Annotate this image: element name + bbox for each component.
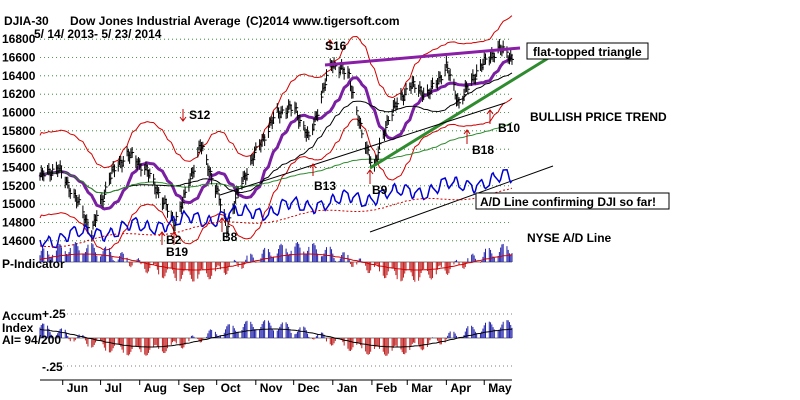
price-tick-label: 14800 bbox=[2, 216, 36, 230]
month-label: Sep bbox=[183, 381, 205, 395]
month-label: Jun bbox=[67, 381, 88, 395]
accum-tick-plus: +.25 bbox=[42, 307, 66, 321]
signal-arrowhead bbox=[218, 217, 226, 223]
price-tick-label: 14600 bbox=[2, 234, 36, 248]
chart-copyright: (C)2014 www.tigersoft.com bbox=[246, 14, 400, 28]
signal-b2: B2 bbox=[166, 233, 182, 247]
ai-value-label: AI= 94/200 bbox=[2, 333, 61, 347]
price-tick-label: 15400 bbox=[2, 161, 36, 175]
ma21-line bbox=[38, 55, 513, 211]
month-label: Mar bbox=[411, 381, 433, 395]
signal-s16: S16 bbox=[325, 39, 347, 53]
month-label: Apr bbox=[450, 381, 471, 395]
signal-b9: B9 bbox=[372, 183, 388, 197]
month-label: Feb bbox=[376, 381, 397, 395]
signal-arrowhead bbox=[486, 109, 494, 115]
month-label: Aug bbox=[144, 381, 167, 395]
accum-label: Accum bbox=[2, 309, 42, 323]
signal-arrowhead bbox=[309, 163, 317, 169]
note-bullish-trend: BULLISH PRICE TREND bbox=[530, 110, 667, 124]
triangle-label-box bbox=[526, 42, 649, 60]
signal-arrowhead bbox=[366, 169, 374, 175]
chart-symbol: DJIA-30 bbox=[4, 14, 49, 28]
signal-arrowhead bbox=[326, 39, 334, 45]
price-tick-label: 15600 bbox=[2, 142, 36, 156]
price-tick-label: 16800 bbox=[2, 32, 36, 46]
signal-b19: B19 bbox=[166, 245, 188, 259]
note-ad-confirming: A/D Line confirming DJI so far! bbox=[480, 195, 656, 209]
chart-title: Dow Jones Industrial Average bbox=[70, 14, 241, 28]
signal-arrowhead bbox=[463, 129, 471, 135]
month-label: May bbox=[488, 381, 512, 395]
price-tick-label: 16000 bbox=[2, 106, 36, 120]
note-flat-topped-triangle: flat-topped triangle bbox=[533, 45, 642, 59]
signal-arrowhead bbox=[170, 231, 178, 237]
price-tick-label: 16600 bbox=[2, 51, 36, 65]
nyse-ad-line bbox=[39, 169, 513, 249]
accum-ma bbox=[39, 328, 513, 348]
chart-date-range: 5/ 14/ 2013- 5/ 23/ 2014 bbox=[34, 27, 162, 41]
price-tick-label: 15000 bbox=[2, 197, 36, 211]
ad-label-box bbox=[475, 192, 670, 210]
price-tick-label: 15800 bbox=[2, 124, 36, 138]
month-label: Jan bbox=[337, 381, 358, 395]
signal-b10: B10 bbox=[498, 121, 520, 135]
ad-trend-line bbox=[369, 165, 554, 233]
month-label: Jul bbox=[105, 381, 122, 395]
ad-moving-average bbox=[39, 187, 513, 248]
index-label: Index bbox=[2, 321, 34, 335]
flat-top-resistance-line bbox=[324, 46, 521, 67]
p-indicator-label: P-Indicator bbox=[2, 257, 65, 271]
signal-b18: B18 bbox=[472, 143, 494, 157]
uptrend-line bbox=[219, 102, 506, 196]
signal-arrowhead bbox=[179, 116, 187, 122]
price-tick-label: 15200 bbox=[2, 179, 36, 193]
signal-b8: B8 bbox=[222, 230, 238, 244]
p-indicator-ma bbox=[39, 253, 513, 271]
accum-tick-minus: -.25 bbox=[42, 360, 63, 374]
price-tick-label: 16200 bbox=[2, 87, 36, 101]
signal-b13: B13 bbox=[314, 179, 336, 193]
price-tick-label: 16400 bbox=[2, 69, 36, 83]
month-label: Nov bbox=[260, 381, 283, 395]
month-label: Dec bbox=[298, 381, 320, 395]
signal-s12: S12 bbox=[189, 108, 211, 122]
ma200-line bbox=[39, 121, 513, 194]
month-label: Oct bbox=[221, 381, 241, 395]
lower-band-line bbox=[39, 97, 513, 251]
note-nyse-ad-line: NYSE A/D Line bbox=[527, 231, 612, 245]
rising-support-line bbox=[369, 55, 551, 170]
